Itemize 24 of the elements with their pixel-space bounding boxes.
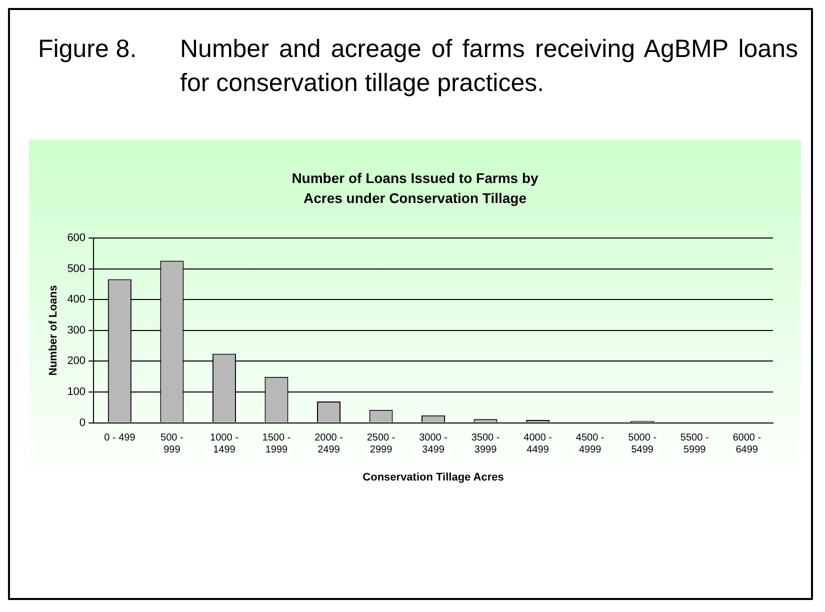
x-tick-label: 500 - 999 <box>160 432 184 456</box>
y-tick-label: 0 <box>79 416 86 429</box>
x-tick-label: 0 - 499 <box>104 432 136 444</box>
y-tick-label: 500 <box>67 262 86 275</box>
x-tick-label: 3500 - 3999 <box>471 432 500 456</box>
x-tick-label: 2500 - 2999 <box>366 432 396 456</box>
x-tick-label: 5500 - 5999 <box>680 432 709 456</box>
x-axis-title: Conservation Tillage Acres <box>362 471 504 484</box>
chart-subtitle: Number of Loans Issued to Farms by Acres under Conservation Tillage <box>290 169 540 208</box>
x-tick-label: 2000 - 2499 <box>314 432 343 456</box>
y-tick-label: 100 <box>67 386 86 398</box>
x-tick-label: 6000 - 6499 <box>732 432 762 456</box>
x-tick-label: 4000 - 4499 <box>524 432 552 456</box>
y-tick-label: 400 <box>67 294 86 306</box>
chart-title: Figure 8. Number and acreage of farms receiving AgBMP loans for conservation tillage practices. <box>38 35 798 97</box>
x-tick-label: 4500 - 4999 <box>576 432 604 456</box>
y-tick-label: 200 <box>67 355 86 368</box>
y-tick-label: 600 <box>67 232 86 244</box>
y-tick-label: 300 <box>67 324 86 336</box>
y-axis-title: Number of Loans <box>48 285 60 376</box>
x-tick-label: 1000 - 1499 <box>210 432 238 456</box>
x-tick-label: 3000 - 3499 <box>419 432 448 456</box>
x-tick-label: 1500 - 1999 <box>262 432 291 456</box>
x-tick-label: 5000 - 5499 <box>628 432 657 456</box>
